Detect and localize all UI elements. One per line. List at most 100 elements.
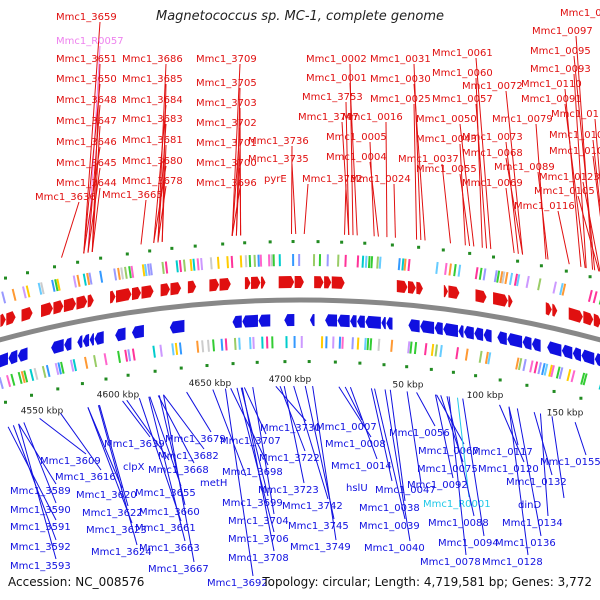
reverse-gene-arrow bbox=[309, 314, 315, 327]
top-gene-label: Mmc1_0089 bbox=[494, 162, 555, 173]
inner-cog-bar bbox=[45, 364, 51, 378]
outer-cog-bar bbox=[499, 271, 504, 284]
inner-cog-bar bbox=[174, 342, 179, 355]
outer-cog-bar bbox=[356, 255, 360, 268]
bottom-gene-label: Mmc1_0088 bbox=[428, 518, 489, 529]
inner-tick-mark bbox=[126, 373, 130, 377]
outer-cog-bar bbox=[516, 274, 521, 287]
top-gene-label: Mmc1_3683 bbox=[122, 114, 183, 125]
top-gene-label: Mmc1_0079 bbox=[492, 114, 553, 125]
top-label-connector bbox=[441, 163, 452, 244]
outer-cog-bar bbox=[592, 291, 598, 304]
inner-tick-mark bbox=[30, 393, 34, 397]
bottom-gene-label: Mmc1_3679 bbox=[165, 434, 226, 445]
bottom-label-connector bbox=[293, 385, 329, 500]
outer-cog-bar bbox=[196, 258, 200, 271]
top-gene-label: Mmc1_3646 bbox=[56, 137, 117, 148]
scale-tick bbox=[103, 391, 104, 393]
outer-cog-bar bbox=[164, 261, 169, 274]
top-label-connector bbox=[91, 187, 101, 252]
outer-cog-bar bbox=[147, 263, 151, 276]
scale-tick bbox=[550, 409, 551, 411]
inner-tick-mark bbox=[104, 377, 108, 381]
inner-cog-bar bbox=[17, 371, 23, 384]
forward-gene-arrow bbox=[593, 313, 600, 328]
top-gene-label: Mmc1_0106 bbox=[549, 146, 600, 157]
bottom-gene-label: Mmc1_0134 bbox=[502, 518, 563, 529]
bottom-gene-label: Mmc1_R0001 bbox=[423, 499, 491, 510]
top-gene-label: Mmc1_3645 bbox=[56, 158, 117, 169]
reverse-gene-arrow bbox=[64, 337, 72, 351]
top-label-connector bbox=[577, 195, 600, 272]
outer-tick-mark bbox=[26, 271, 30, 275]
bottom-gene-label: Mmc1_0094 bbox=[438, 538, 499, 549]
forward-gene-arrow bbox=[141, 285, 154, 299]
outer-cog-bar bbox=[501, 271, 506, 284]
top-label-connector bbox=[303, 183, 309, 235]
bottom-gene-label: Mmc1_3616 bbox=[55, 472, 116, 483]
inner-cog-bar bbox=[424, 343, 428, 356]
outer-cog-bar bbox=[141, 264, 146, 277]
inner-tick-mark bbox=[552, 389, 556, 393]
inner-cog-bar bbox=[171, 343, 175, 356]
outer-cog-bar bbox=[561, 283, 567, 296]
inner-cog-bar bbox=[201, 340, 205, 353]
bottom-label-connector bbox=[539, 413, 549, 517]
bottom-label-connector bbox=[87, 407, 133, 524]
bottom-gene-label: Mmc1_3667 bbox=[148, 564, 209, 575]
outer-cog-bar bbox=[130, 265, 135, 278]
bottom-label-connector bbox=[98, 404, 129, 507]
reverse-gene-arrow bbox=[8, 349, 18, 365]
forward-gene-arrow bbox=[21, 307, 33, 322]
bottom-label-connector bbox=[434, 394, 454, 479]
bottom-gene-label: dinD bbox=[518, 500, 541, 511]
scale-label: 4600 kbp bbox=[97, 391, 140, 401]
bottom-label-connector bbox=[230, 388, 269, 466]
top-gene-label: Mmc1_0068 bbox=[462, 148, 523, 159]
top-gene-label: Mmc1_3700 bbox=[196, 158, 257, 169]
top-label-connector bbox=[231, 187, 241, 236]
bottom-label-connector bbox=[508, 406, 529, 556]
bottom-gene-label: Mmc1_3623 bbox=[86, 525, 147, 536]
bottom-label-connector bbox=[349, 387, 378, 460]
outer-cog-bar bbox=[54, 279, 59, 292]
reverse-gene-arrow bbox=[443, 323, 458, 338]
bottom-gene-label: Mmc1_3692 bbox=[207, 578, 268, 589]
bottom-gene-label: Mmc1_3661 bbox=[135, 523, 196, 534]
bottom-label-connector bbox=[97, 405, 138, 546]
outer-cog-bar bbox=[117, 267, 121, 280]
outer-cog-bar bbox=[189, 258, 193, 272]
forward-gene-arrow bbox=[219, 278, 231, 291]
outer-cog-bar bbox=[149, 263, 153, 276]
top-label-connector bbox=[505, 187, 515, 254]
bottom-label-connector bbox=[574, 422, 587, 456]
forward-gene-arrow bbox=[294, 276, 304, 289]
outer-cog-bar bbox=[86, 272, 91, 286]
inner-cog-bar bbox=[517, 358, 523, 371]
genome-details-text: Topology: circular; Length: 4,719,581 bp… bbox=[262, 575, 592, 589]
top-label-connector bbox=[575, 35, 594, 270]
top-gene-label: Mmc1_0057 bbox=[432, 94, 493, 105]
inner-cog-bar bbox=[522, 358, 527, 372]
top-gene-label: Mmc1_0113 bbox=[551, 109, 600, 120]
bottom-label-connector bbox=[312, 385, 337, 541]
inner-cog-bar bbox=[464, 348, 469, 361]
outer-cog-bar bbox=[56, 278, 61, 291]
bottom-label-connector bbox=[18, 423, 57, 485]
inner-cog-bar bbox=[23, 370, 29, 383]
outer-cog-bar bbox=[361, 255, 365, 268]
outer-tick-mark bbox=[564, 269, 568, 273]
bottom-label-connector bbox=[18, 423, 57, 560]
outer-cog-bar bbox=[559, 282, 564, 296]
outer-cog-bar bbox=[444, 262, 448, 276]
inner-tick-mark bbox=[80, 382, 84, 386]
inner-cog-bar bbox=[543, 363, 549, 376]
top-label-connector bbox=[83, 83, 101, 254]
reverse-gene-arrow bbox=[89, 332, 94, 346]
inner-cog-bar bbox=[6, 374, 12, 388]
forward-gene-arrow bbox=[244, 277, 251, 290]
inner-cog-bar bbox=[550, 365, 555, 378]
top-gene-label: Mmc1_3705 bbox=[196, 78, 257, 89]
inner-cog-bar bbox=[207, 339, 210, 352]
